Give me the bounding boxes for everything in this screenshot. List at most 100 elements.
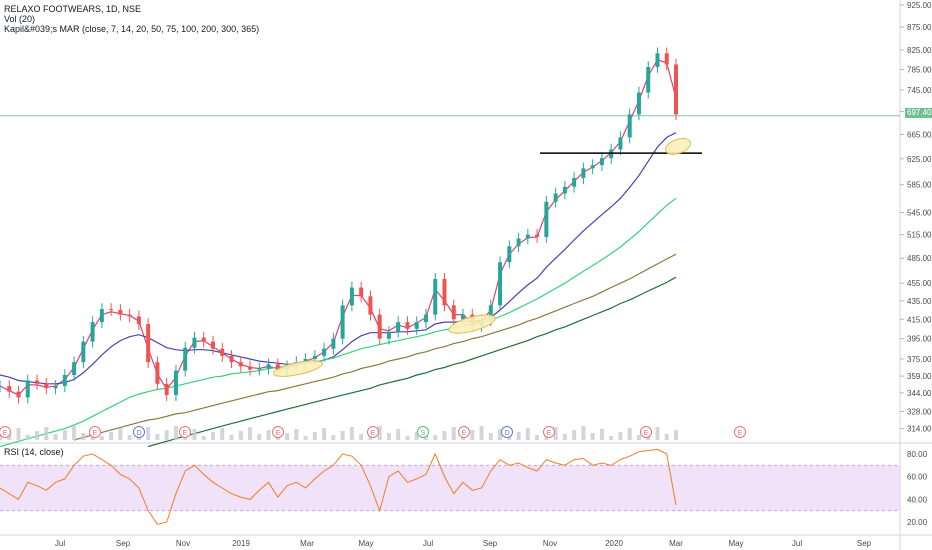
- price-tick-label: 415.00: [907, 315, 932, 324]
- event-marker-label: E: [462, 430, 467, 437]
- price-tick-label: 925.00: [907, 1, 932, 10]
- candle-body: [109, 309, 114, 311]
- rsi-tick-label: 80.00: [907, 450, 928, 459]
- volume-bar: [414, 432, 419, 440]
- candle-body: [173, 370, 178, 396]
- rsi-tick-label: 20.00: [907, 518, 928, 527]
- rsi-band: [0, 465, 900, 511]
- volume-bar: [192, 429, 197, 440]
- time-tick-label: May: [728, 539, 743, 548]
- volume-bar: [664, 434, 669, 440]
- time-tick-label: Nov: [543, 539, 557, 548]
- volume-bar: [44, 427, 49, 440]
- candle-body: [386, 331, 391, 339]
- time-tick-label: Sep: [116, 539, 131, 548]
- volume-bar: [146, 427, 151, 440]
- candle-body: [0, 386, 2, 388]
- price-tick-label: 435.00: [907, 297, 932, 306]
- event-marker-label: E: [276, 430, 281, 437]
- event-marker-label: E: [3, 430, 8, 437]
- candle-body: [664, 53, 669, 65]
- candle-body: [16, 391, 21, 398]
- candle-body: [275, 364, 280, 370]
- candle-body: [377, 314, 382, 339]
- time-tick-label: 2019: [232, 539, 250, 548]
- candle-body: [618, 137, 623, 150]
- price-tick-label: 545.00: [907, 208, 932, 217]
- event-marker: [734, 426, 746, 438]
- price-tick-label: 625.00: [907, 155, 932, 164]
- volume-bar: [322, 428, 327, 440]
- candle-body: [44, 383, 49, 389]
- candle-body: [590, 165, 595, 169]
- event-marker-label: E: [738, 430, 743, 437]
- event-marker-label: E: [644, 430, 649, 437]
- candle-body: [396, 322, 401, 332]
- volume-bar: [498, 429, 503, 440]
- candle-body: [220, 348, 225, 356]
- retest-ellipse: [665, 137, 691, 155]
- moving-average-7: [0, 58, 677, 396]
- volume-bar: [303, 436, 308, 440]
- volume-bar: [331, 435, 336, 440]
- candle-body: [423, 314, 428, 323]
- event-marker-label: E: [93, 430, 98, 437]
- candle-body: [118, 309, 123, 315]
- volume-bar: [535, 435, 540, 440]
- volume-bar: [377, 426, 382, 440]
- time-tick-label: May: [358, 539, 373, 548]
- candle-body: [201, 337, 206, 342]
- volume-bar: [553, 427, 558, 440]
- candle-body: [322, 348, 327, 356]
- support-ellipse: [273, 360, 323, 377]
- candle-body: [312, 355, 317, 360]
- time-tick-label: Jul: [792, 539, 802, 548]
- time-tick-label: 2020: [605, 539, 623, 548]
- price-tick-label: 745.00: [907, 86, 932, 95]
- volume-bar: [257, 434, 262, 440]
- event-marker-label: S: [421, 430, 426, 437]
- volume-bar: [396, 429, 401, 440]
- moving-average-label: Kapil&#039;s MAR (close, 7, 14, 20, 50, …: [4, 24, 260, 34]
- price-tick-label: 328.00: [907, 408, 932, 417]
- candle-body: [81, 341, 86, 363]
- candle-body: [72, 362, 77, 376]
- volume-bar: [220, 428, 225, 440]
- volume-bar: [442, 431, 447, 440]
- candle-body: [340, 305, 345, 339]
- volume-bar: [359, 434, 364, 440]
- candle-body: [99, 309, 104, 323]
- event-marker: [501, 426, 513, 438]
- volume-bar: [109, 432, 114, 440]
- event-marker: [179, 426, 191, 438]
- volume-bar: [248, 427, 253, 440]
- time-tick-label: Jul: [423, 539, 433, 548]
- candle-body: [359, 287, 364, 297]
- candle-body: [535, 234, 540, 237]
- rsi-label: RSI (14, close): [4, 447, 64, 457]
- rsi-tick-label: 40.00: [907, 495, 928, 504]
- moving-average-100: [0, 197, 677, 448]
- candle-body: [127, 314, 132, 317]
- candle-body: [53, 386, 58, 389]
- price-tick-label: 515.00: [907, 231, 932, 240]
- volume-bar: [451, 427, 456, 440]
- candle-body: [248, 366, 253, 370]
- event-marker-label: E: [371, 430, 376, 437]
- event-marker: [458, 426, 470, 438]
- candle-body: [599, 158, 604, 166]
- time-tick-label: Sep: [857, 539, 872, 548]
- volume-bar: [210, 432, 215, 440]
- rsi-tick-label: 60.00: [907, 473, 928, 482]
- price-tick-label: 375.00: [907, 355, 932, 364]
- price-tick-label: 344.00: [907, 389, 932, 398]
- candle-body: [25, 380, 30, 398]
- event-marker-label: D: [504, 430, 509, 437]
- volume-bar: [62, 430, 67, 440]
- event-marker-label: D: [136, 430, 141, 437]
- moving-average-50: [0, 132, 677, 385]
- event-marker: [272, 426, 284, 438]
- candle-body: [210, 341, 215, 349]
- volume-bar: [516, 432, 521, 440]
